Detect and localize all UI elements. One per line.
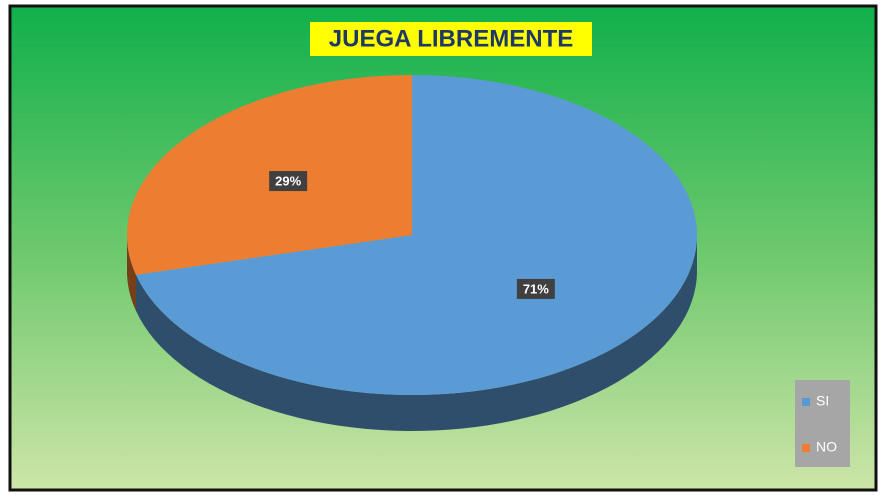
title-box <box>310 22 592 56</box>
legend-swatch <box>802 398 810 406</box>
slice-side <box>127 235 136 311</box>
slice-side <box>136 235 697 431</box>
legend-swatch <box>802 444 810 452</box>
data-label: 71% <box>523 281 549 296</box>
data-label: 29% <box>275 174 301 189</box>
slice <box>136 75 697 395</box>
data-label-box <box>516 278 555 299</box>
legend-label: SI <box>816 393 829 409</box>
data-label-box <box>269 171 308 192</box>
legend-box <box>795 380 850 467</box>
legend-label: NO <box>816 439 837 455</box>
chart-title: JUEGA LIBREMENTE <box>329 25 573 52</box>
